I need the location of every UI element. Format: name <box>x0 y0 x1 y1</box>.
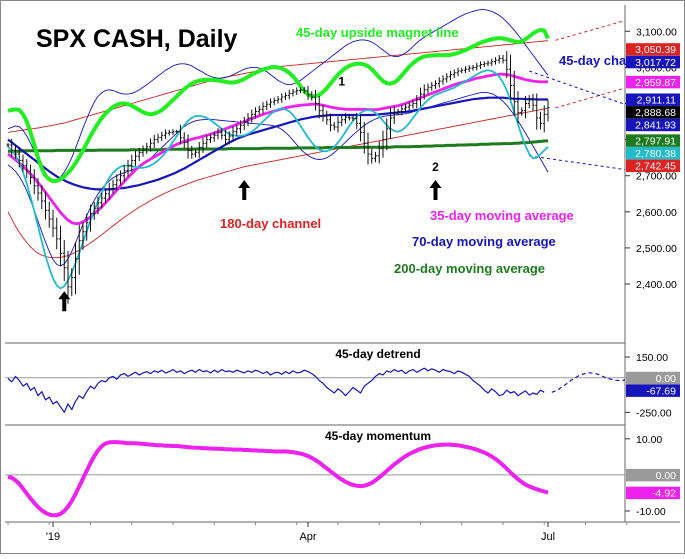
y-tick-label: -250.00 <box>636 407 672 419</box>
price-plot: 12 <box>6 9 625 312</box>
value-badge <box>626 384 680 397</box>
value-badge-text: 0.00 <box>656 470 677 482</box>
value-badge-text: 2,959.87 <box>635 77 676 89</box>
arrow-up-icon <box>238 180 251 201</box>
value-badge <box>626 55 680 69</box>
x-tick-label: '19 <box>46 531 60 543</box>
panel-momentum <box>5 440 625 518</box>
x-tick-label: Jul <box>541 531 555 543</box>
series-ch45_lower <box>7 91 549 267</box>
value-badge-text: 2,797.91 <box>635 135 676 147</box>
value-badge <box>626 43 680 56</box>
y-tick-label: 150.00 <box>636 352 668 364</box>
projection-line-ch180_lower_proj <box>555 87 625 109</box>
projection-line-ch180_upper_proj <box>555 20 625 41</box>
panel-detrend <box>5 367 625 413</box>
value-badge-text: 2,888.68 <box>635 107 676 119</box>
value-badge <box>626 146 680 160</box>
arrow-up-icon <box>58 291 71 312</box>
series-momentum <box>7 440 549 518</box>
x-tick-label: Apr <box>299 531 316 543</box>
y-tick-label: -10.00 <box>636 506 666 518</box>
value-badge-text: 2,911.11 <box>637 94 676 106</box>
chart-title: SPX CASH, Daily <box>36 25 238 53</box>
turn-label: 1 <box>338 74 345 88</box>
value-badge <box>626 134 680 147</box>
turn-label: 2 <box>432 160 439 174</box>
value-badge <box>626 486 680 500</box>
value-badge-text: 2,742.45 <box>635 161 676 173</box>
annotation-ma70: 70-day moving average <box>412 234 556 249</box>
value-badge-text: -4.92 <box>652 488 676 500</box>
annotation-magnet: 45-day upside magnet line <box>296 25 459 40</box>
annotation-ch45: 45-day char <box>559 53 631 68</box>
series-ma70 <box>7 96 548 191</box>
value-badge-text: 2,780.38 <box>635 148 676 160</box>
arrow-up-icon <box>429 180 442 201</box>
value-badge <box>626 371 680 385</box>
projection-line-ch45_upper_proj <box>529 70 625 105</box>
value-badge-text: 2,841.93 <box>635 120 676 132</box>
series-ch45_upper <box>7 9 549 182</box>
panel-title-momentum: 45-day momentum <box>325 429 431 443</box>
projection-line-ch45_lower_proj <box>529 155 625 171</box>
value-badge <box>626 468 680 482</box>
y-tick-label: 3,100.00 <box>636 26 677 38</box>
value-badge <box>626 106 680 119</box>
value-badge-text: 3,050.39 <box>635 44 676 56</box>
series-magnet45 <box>7 27 550 184</box>
y-tick-label: 2,600.00 <box>636 207 677 219</box>
annotation-ch180: 180-day channel <box>220 216 321 231</box>
y-tick-label: 2,500.00 <box>636 243 677 255</box>
value-badge-text: -67.69 <box>646 385 676 397</box>
annotation-ma35: 35-day moving average <box>430 208 574 223</box>
value-badge-text: 3,017.72 <box>635 57 676 69</box>
annotation-ma200: 200-day moving average <box>394 261 545 276</box>
series-detrend_projection <box>551 372 625 393</box>
series-ch180_lower <box>7 107 549 259</box>
value-badge <box>626 75 680 89</box>
series-ma200 <box>8 139 549 153</box>
value-badge-text: 0.00 <box>656 373 677 385</box>
y-tick-label: 10.00 <box>636 434 662 446</box>
series-detrend <box>7 367 545 413</box>
value-badge <box>626 93 680 106</box>
panel-title-detrend: 45-day detrend <box>335 347 420 361</box>
y-tick-label: 2,700.00 <box>636 171 677 183</box>
value-badge <box>626 159 680 173</box>
value-badge <box>626 118 680 132</box>
y-tick-label: 2,400.00 <box>636 279 677 291</box>
